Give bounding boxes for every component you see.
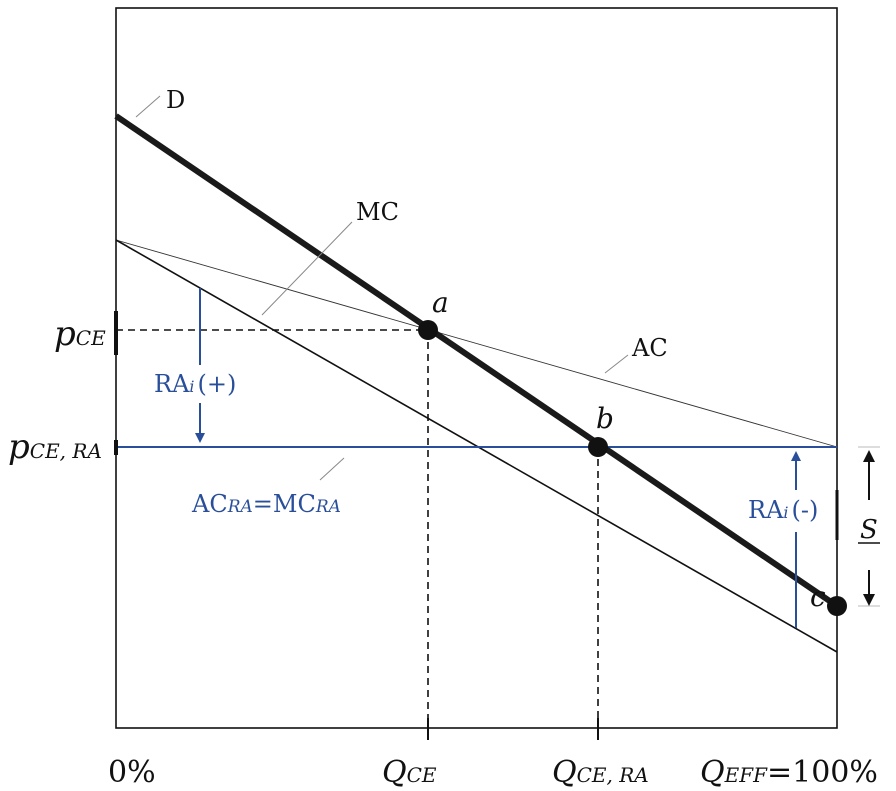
- ra-minus-sign: (-): [792, 496, 819, 524]
- acra-eq: =MC: [253, 490, 316, 518]
- mc-label: MC: [356, 198, 399, 226]
- demand-curve: [114, 113, 839, 609]
- point-b-marker: [588, 437, 608, 457]
- acra-mcra-label: ACRA=MCRA: [191, 490, 341, 518]
- ra-minus-label: RAi (-): [748, 496, 818, 524]
- point-c-label: c: [810, 580, 826, 613]
- q-eff-suffix: =100%: [767, 755, 878, 790]
- ra-plus-sign: (+): [198, 370, 237, 398]
- p-ce-sub: CE: [76, 326, 106, 350]
- p-ce-label: pCE: [54, 314, 106, 354]
- ra-minus-main: RA: [748, 496, 784, 524]
- point-a-label: a: [432, 286, 449, 319]
- plot-frame: [115, 7, 838, 729]
- q-cera-main: Q: [552, 755, 577, 790]
- q-eff-label: QEFF=100%: [700, 755, 878, 790]
- demand-leader: [135, 95, 161, 118]
- p-cera-sub: CE, RA: [30, 439, 102, 463]
- ra-minus-label-bg: [744, 490, 838, 532]
- q-cera-label: QCE, RA: [552, 755, 649, 790]
- acra-sub-2: RA: [315, 497, 341, 517]
- acra-leader: [319, 457, 345, 481]
- ra-plus-sub: i: [189, 377, 194, 396]
- point-c-marker: [827, 596, 847, 616]
- p-cera-label: pCE, RA: [8, 427, 102, 467]
- ra-plus-main: RA: [154, 370, 190, 398]
- point-b-label: b: [596, 402, 614, 435]
- q-ce-label: QCE: [382, 755, 437, 790]
- ra-plus-label: RAi (+): [154, 370, 236, 398]
- q-eff-main: Q: [700, 755, 725, 790]
- acra-sub-1: RA: [227, 497, 253, 517]
- acra-prefix: AC: [191, 490, 228, 518]
- ra-plus-label-bg: [150, 365, 250, 403]
- ra-minus-sub: i: [783, 503, 788, 522]
- p-cera-main: p: [8, 427, 30, 467]
- point-a-marker: [418, 320, 438, 340]
- p-ce-main: p: [54, 314, 76, 354]
- demand-label: D: [166, 86, 185, 114]
- ac-leader: [604, 354, 629, 374]
- ac-curve: [115, 239, 838, 448]
- x-zero-label: 0%: [108, 755, 156, 790]
- q-ce-sub: CE: [407, 763, 437, 787]
- ac-label: AC: [631, 334, 668, 362]
- mc-leader: [261, 221, 353, 316]
- s-label: S: [860, 515, 878, 545]
- q-eff-sub: EFF: [724, 763, 768, 787]
- q-cera-sub: CE, RA: [577, 763, 649, 787]
- q-ce-main: Q: [382, 755, 407, 790]
